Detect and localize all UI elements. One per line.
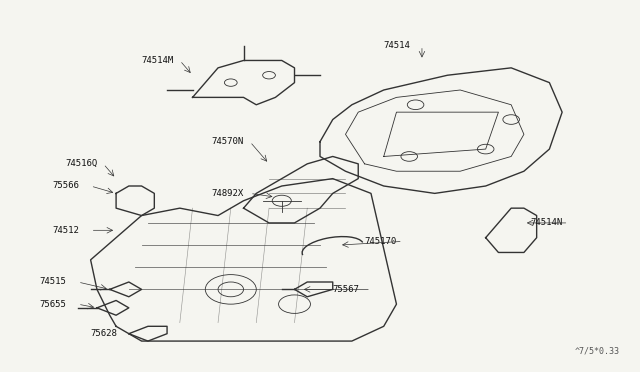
Text: 74514: 74514 [384, 41, 411, 50]
Text: ^7/5*0.33: ^7/5*0.33 [575, 347, 620, 356]
Text: 75655: 75655 [40, 300, 67, 309]
Text: 74892X: 74892X [212, 189, 244, 198]
Text: 74512: 74512 [52, 226, 79, 235]
Text: 74515: 74515 [40, 278, 67, 286]
Text: 74514N: 74514N [531, 218, 563, 227]
Text: 75628: 75628 [91, 329, 118, 338]
Text: 74570N: 74570N [212, 137, 244, 146]
Text: 75567: 75567 [333, 285, 360, 294]
Text: 74516Q: 74516Q [65, 159, 97, 169]
Text: 745170: 745170 [365, 237, 397, 246]
Text: 74514M: 74514M [141, 56, 174, 65]
Text: 75566: 75566 [52, 182, 79, 190]
